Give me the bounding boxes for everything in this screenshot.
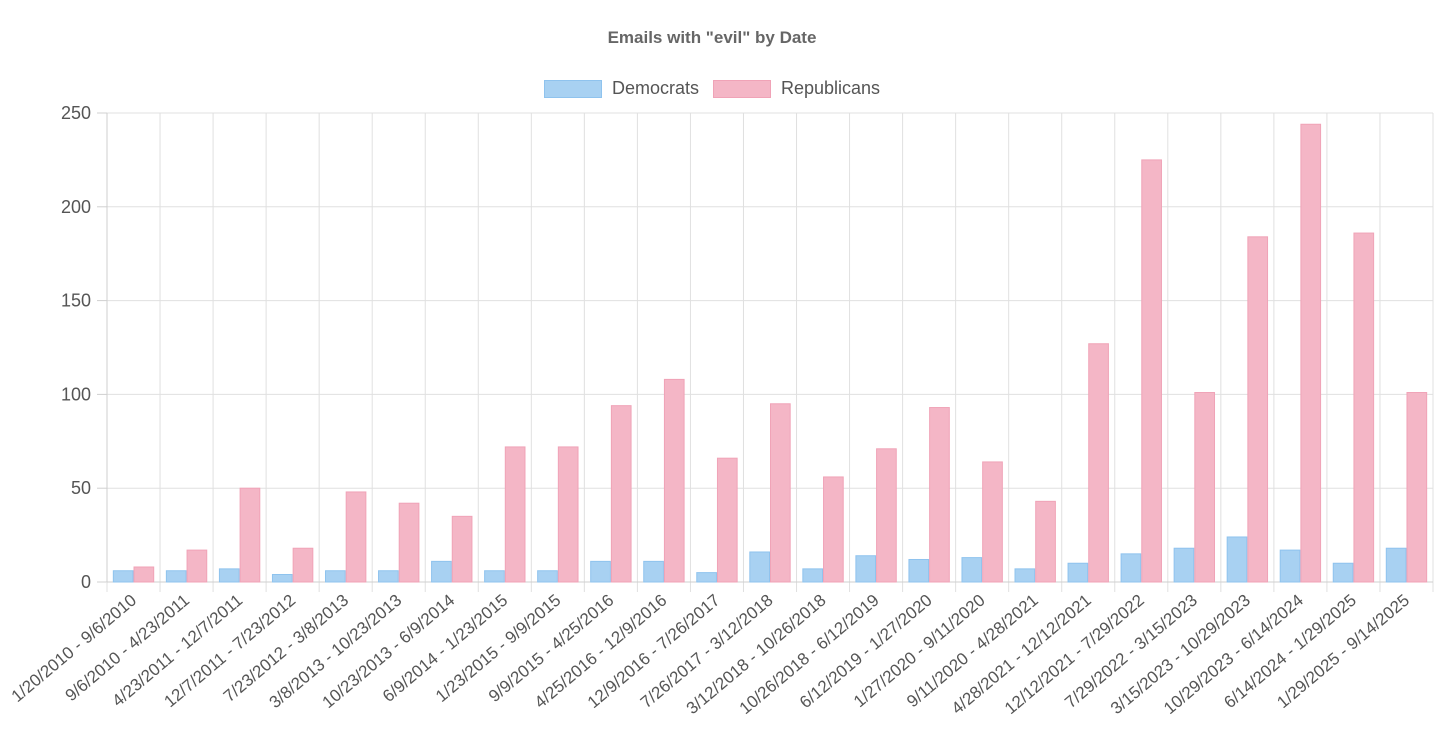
bar-republicans-15 <box>929 407 950 583</box>
legend-swatch-republicans <box>712 79 771 98</box>
bar-democrats-4 <box>324 570 346 583</box>
bar-democrats-13 <box>802 568 824 583</box>
bar-republicans-10 <box>663 378 685 583</box>
bar-democrats-17 <box>1014 568 1036 583</box>
y-tick-label: 50 <box>71 478 91 498</box>
legend-item-democrats[interactable]: Democrats <box>543 78 699 99</box>
bar-democrats-12 <box>749 551 770 583</box>
bar-democrats-9 <box>590 560 611 583</box>
bar-democrats-7 <box>484 570 505 583</box>
y-tick-label: 250 <box>61 103 91 123</box>
bar-republicans-2 <box>239 487 261 583</box>
legend: Democrats Republicans <box>0 78 1424 99</box>
bar-democrats-18 <box>1067 562 1089 583</box>
bar-democrats-10 <box>643 560 664 583</box>
legend-swatch-democrats <box>543 79 602 98</box>
y-tick-label: 0 <box>81 572 91 592</box>
bar-democrats-2 <box>218 568 240 583</box>
y-tick-label: 200 <box>61 197 91 217</box>
bar-republicans-8 <box>557 446 579 583</box>
bar-democrats-0 <box>112 570 134 583</box>
bar-republicans-0 <box>133 566 155 583</box>
bar-republicans-23 <box>1353 232 1375 583</box>
bar-democrats-23 <box>1332 562 1354 583</box>
bar-republicans-11 <box>716 457 738 583</box>
bar-republicans-6 <box>451 515 473 583</box>
bar-democrats-16 <box>961 557 983 583</box>
bar-democrats-11 <box>696 572 717 583</box>
bar-republicans-19 <box>1141 159 1162 583</box>
bar-democrats-22 <box>1279 549 1301 583</box>
bar-republicans-21 <box>1247 236 1269 583</box>
bar-republicans-17 <box>1035 500 1056 583</box>
bar-democrats-15 <box>908 558 930 583</box>
bar-republicans-12 <box>770 403 791 583</box>
bar-republicans-16 <box>982 461 1003 583</box>
legend-label-democrats: Democrats <box>611 78 699 98</box>
legend-item-republicans[interactable]: Republicans <box>712 78 881 99</box>
bar-republicans-20 <box>1194 392 1216 583</box>
bar-democrats-21 <box>1226 536 1248 583</box>
bar-democrats-8 <box>537 570 558 583</box>
chart-title: Emails with "evil" by Date <box>607 28 817 47</box>
bar-republicans-5 <box>398 502 420 583</box>
legend-label-republicans: Republicans <box>780 78 881 98</box>
bar-republicans-1 <box>186 549 208 583</box>
bar-democrats-6 <box>431 560 452 583</box>
bar-republicans-14 <box>876 448 897 583</box>
bar-democrats-14 <box>855 555 877 583</box>
bar-republicans-24 <box>1406 392 1428 583</box>
bar-republicans-22 <box>1300 123 1322 583</box>
bar-democrats-19 <box>1120 553 1142 583</box>
bar-republicans-13 <box>823 476 844 583</box>
bar-democrats-3 <box>271 573 293 583</box>
y-tick-label: 150 <box>61 291 91 311</box>
bar-republicans-3 <box>292 547 314 583</box>
bar-republicans-4 <box>345 491 367 583</box>
y-tick-label: 100 <box>61 384 91 404</box>
bar-democrats-20 <box>1173 547 1195 583</box>
bar-republicans-18 <box>1088 343 1109 583</box>
bar-republicans-9 <box>610 405 632 583</box>
bar-democrats-5 <box>378 570 399 583</box>
bar-democrats-1 <box>165 570 187 583</box>
bar-republicans-7 <box>504 446 526 583</box>
bar-democrats-24 <box>1385 547 1407 583</box>
